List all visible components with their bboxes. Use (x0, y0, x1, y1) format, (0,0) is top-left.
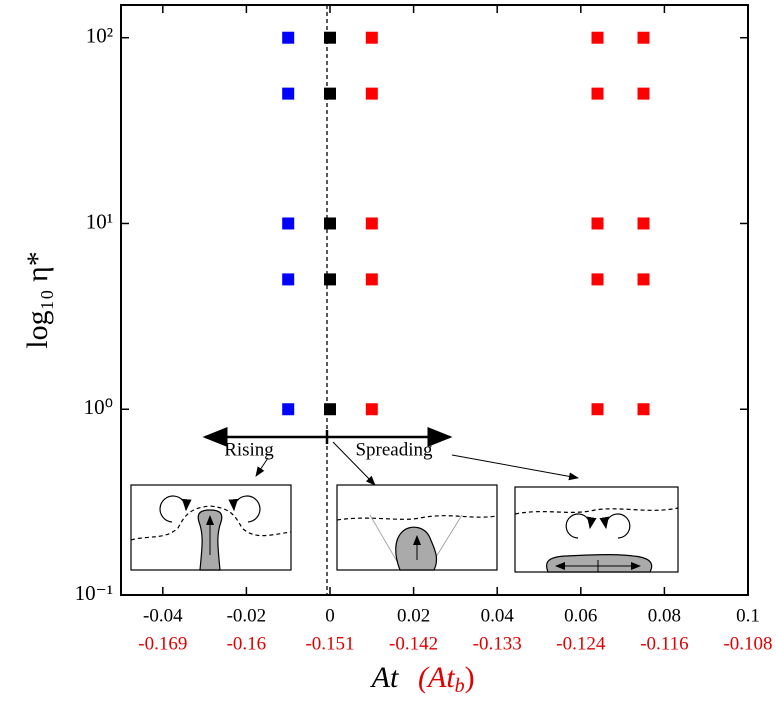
marker (365, 31, 378, 44)
x-tick-label: 0.02 (397, 605, 430, 626)
x2-axis-label-part: b (455, 675, 465, 697)
y-tick-label: 10¹ (86, 209, 113, 233)
x2-tick-label: -0.116 (640, 633, 688, 654)
y-tick-label: 10⁻¹ (75, 581, 113, 605)
x-tick-label: 0 (325, 605, 335, 626)
y-tick-label: 10² (86, 24, 113, 48)
x-tick-label: -0.02 (227, 605, 267, 626)
y-tick-label: 10⁰ (84, 395, 113, 419)
x2-axis-label: (Atb) (418, 661, 475, 697)
marker (637, 31, 650, 44)
marker (637, 217, 650, 230)
marker (324, 87, 336, 100)
inset-rising (130, 484, 292, 571)
marker (282, 31, 295, 44)
marker (591, 31, 604, 44)
x2-tick-label: -0.133 (473, 633, 522, 654)
annotation: Rising (224, 439, 274, 460)
annotation-arrows (202, 427, 579, 486)
x2-tick-label: -0.151 (305, 633, 354, 654)
marker (324, 273, 336, 286)
marker (282, 87, 295, 100)
marker (365, 87, 378, 100)
x2-tick-label: -0.142 (389, 633, 438, 654)
marker (282, 217, 295, 230)
marker (591, 403, 604, 416)
x2-tick-label: -0.124 (556, 633, 606, 654)
marker (365, 217, 378, 230)
x2-tick-label: -0.108 (723, 633, 772, 654)
x-axis-label: At (370, 661, 399, 694)
x-tick-label: 0.06 (564, 605, 597, 626)
marker (365, 403, 378, 416)
x-tick-label: 0.04 (481, 605, 515, 626)
marker (324, 31, 336, 44)
marker (591, 87, 604, 100)
x-tick-label: 0.1 (736, 605, 760, 626)
x2-axis-label-part: (At (418, 661, 455, 694)
marker (637, 87, 650, 100)
marker (282, 403, 295, 416)
annotation: Spreading (355, 439, 433, 460)
marker (591, 217, 604, 230)
marker (637, 273, 650, 286)
x2-tick-label: -0.16 (227, 633, 267, 654)
y-axis-label: log₁₀ η* (21, 251, 54, 348)
marker (324, 403, 336, 416)
x2-axis-label-part: ) (465, 661, 475, 694)
x-tick-label: 0.08 (648, 605, 681, 626)
marker (282, 273, 295, 286)
marker (324, 217, 336, 230)
marker (591, 273, 604, 286)
inset-spreading-wide (514, 486, 679, 573)
x2-tick-label: -0.169 (138, 633, 187, 654)
plot-frame (120, 4, 749, 596)
marker (637, 403, 650, 416)
x-tick-label: -0.04 (143, 605, 183, 626)
marker (365, 273, 378, 286)
inset-spreading (336, 484, 498, 571)
